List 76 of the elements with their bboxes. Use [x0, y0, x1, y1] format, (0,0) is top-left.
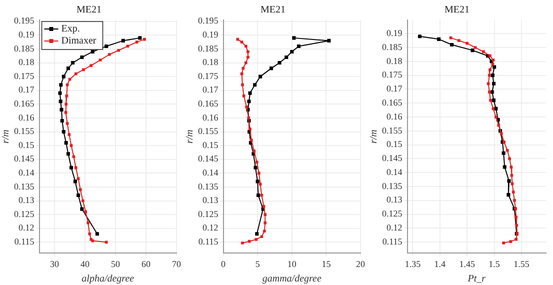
y-tick-label: 0.145 [382, 153, 403, 164]
y-tick-label: 0.12 [386, 222, 402, 233]
x-tick-label: 1.45 [459, 258, 476, 269]
x-tick-label: 30 [50, 258, 60, 269]
y-tick-label: 0.17 [202, 84, 219, 95]
y-tick-label: 0.18 [18, 57, 35, 68]
y-tick-label: 0.17 [18, 84, 35, 95]
y-tick-label: 0.185 [198, 43, 219, 54]
y-tick-label: 0.13 [18, 195, 35, 206]
y-tick-label: 0.13 [202, 195, 219, 206]
y-tick-label: 0.12 [202, 222, 218, 233]
legend-label: Exp. [61, 24, 80, 35]
y-tick-label: 0.135 [14, 181, 35, 192]
x-tick-label: 20 [356, 258, 366, 269]
y-tick-label: 0.19 [18, 30, 35, 40]
y-tick-label: 0.15 [18, 140, 35, 150]
x-tick-label: 15 [322, 258, 332, 269]
x-tick-label: 70 [172, 258, 182, 269]
y-tick-label: 0.13 [386, 194, 403, 205]
y-tick-label: 0.125 [198, 208, 219, 219]
y-tick-label: 0.195 [14, 16, 35, 26]
x-tick-label: 40 [80, 258, 90, 269]
x-tick-label: 50 [111, 258, 120, 269]
y-tick-label: 0.14 [202, 168, 219, 178]
y-tick-label: 0.175 [14, 70, 35, 81]
y-tick-label: 0.14 [18, 168, 35, 178]
x-tick-label: 1.5 [488, 258, 500, 269]
y-tick-label: 0.14 [386, 166, 403, 177]
y-tick-label: 0.175 [382, 70, 403, 80]
y-tick-label: 0.185 [14, 43, 35, 54]
y-tick-label: 0.115 [14, 236, 35, 247]
y-tick-label: 0.15 [386, 139, 403, 150]
x-axis-title: Pt_r [466, 274, 486, 285]
x-tick-label: 60 [142, 258, 151, 269]
y-tick-label: 0.19 [202, 30, 219, 40]
x-tick-label: 1.35 [404, 258, 422, 269]
y-tick-label: 0.18 [386, 56, 403, 66]
y-tick-label: 0.125 [14, 208, 35, 219]
y-tick-label: 0.17 [386, 84, 403, 94]
y-tick-label: 0.195 [198, 16, 219, 26]
y-tick-label: 0.18 [202, 57, 219, 68]
y-tick-label: 0.115 [198, 236, 219, 247]
y-tick-label: 0.145 [198, 154, 219, 164]
y-axis-title: r/m [0, 130, 12, 144]
x-tick-label: 5 [255, 258, 260, 269]
y-tick-label: 0.16 [386, 111, 403, 122]
y-tick-label: 0.175 [198, 70, 219, 81]
y-tick-label: 0.15 [202, 140, 219, 150]
x-axis-title: gamma/degree [262, 274, 322, 285]
chart-title: ME21 [444, 4, 470, 16]
y-tick-label: 0.135 [198, 181, 219, 192]
y-tick-label: 0.155 [382, 125, 403, 136]
x-tick-label: 0 [221, 258, 226, 269]
legend-label: Dimaxer [61, 36, 97, 47]
chart-title: ME21 [260, 4, 286, 16]
y-tick-label: 0.165 [198, 98, 219, 109]
y-tick-label: 0.145 [14, 154, 35, 164]
y-tick-label: 0.19 [386, 28, 403, 38]
y-tick-label: 0.115 [382, 236, 403, 246]
x-axis-title: alpha/degree [82, 274, 135, 285]
y-tick-label: 0.12 [18, 222, 34, 233]
y-tick-label: 0.155 [14, 126, 35, 136]
chart-title: ME21 [76, 4, 102, 16]
x-tick-label: 1.4 [434, 258, 446, 269]
y-tick-label: 0.135 [382, 180, 403, 191]
y-tick-label: 0.16 [18, 112, 35, 122]
y-tick-label: 0.155 [198, 126, 219, 136]
y-tick-label: 0.16 [202, 112, 219, 122]
y-tick-label: 0.125 [382, 208, 403, 219]
y-tick-label: 0.185 [382, 42, 403, 52]
x-tick-label: 1.55 [514, 258, 530, 269]
y-axis-title: r/m [184, 130, 196, 144]
x-tick-label: 10 [287, 258, 297, 269]
y-tick-label: 0.165 [382, 97, 403, 108]
y-tick-label: 0.165 [14, 98, 35, 109]
y-axis-title: r/m [368, 130, 380, 144]
